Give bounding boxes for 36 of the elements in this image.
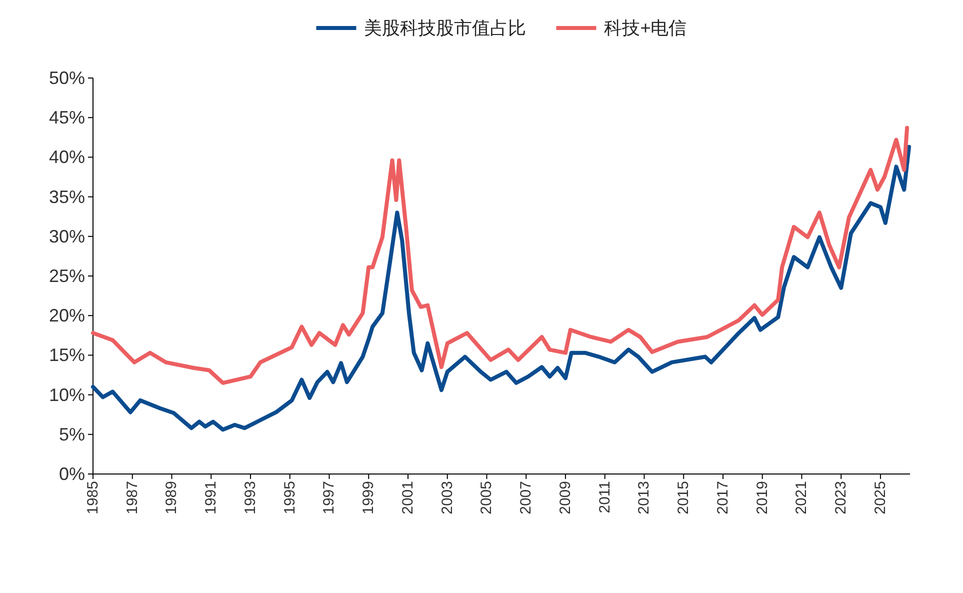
x-tick-label: 1985 — [84, 481, 102, 514]
legend-label: 美股科技股市值占比 — [364, 18, 526, 38]
y-tick-label: 40% — [48, 147, 85, 168]
x-tick-label: 1987 — [124, 481, 141, 514]
x-tick-label: 2007 — [518, 481, 535, 514]
x-tick-label: 2019 — [754, 481, 771, 514]
x-tick-label: 1989 — [163, 481, 180, 514]
x-tick-label: 2021 — [793, 481, 810, 514]
line-series — [91, 126, 910, 385]
x-tick-label: 1991 — [202, 481, 220, 514]
x-tick-label: 2017 — [714, 481, 732, 514]
line-series — [91, 144, 912, 432]
x-tick-label: 2011 — [596, 481, 614, 514]
x-tick-label: 2003 — [438, 481, 456, 514]
y-tick-label: 45% — [48, 108, 85, 128]
y-tick-label: 10% — [48, 384, 85, 405]
x-tick-label: 2005 — [478, 481, 496, 514]
x-tick-label: 2013 — [636, 481, 653, 514]
x-tick-label: 2001 — [399, 481, 416, 514]
x-tick-label: 2015 — [675, 481, 692, 514]
y-tick-label: 5% — [58, 424, 85, 444]
y-tick-label: 50% — [48, 68, 85, 88]
y-tick-label: 35% — [48, 186, 85, 207]
legend-label: 科技+电信 — [604, 18, 687, 38]
y-tick-label: 0% — [58, 464, 85, 484]
x-tick-label: 2023 — [832, 481, 850, 514]
y-tick-label: 20% — [48, 306, 85, 326]
y-tick-label: 25% — [48, 266, 85, 286]
x-tick-label: 1999 — [360, 481, 378, 514]
x-tick-label: 1997 — [320, 481, 338, 514]
x-tick-label: 1993 — [242, 481, 259, 514]
y-tick-label: 30% — [48, 226, 85, 246]
y-tick-label: 15% — [48, 345, 85, 366]
x-tick-label: 1995 — [281, 481, 298, 514]
x-tick-label: 2025 — [872, 481, 889, 514]
x-tick-label: 2009 — [556, 481, 574, 514]
